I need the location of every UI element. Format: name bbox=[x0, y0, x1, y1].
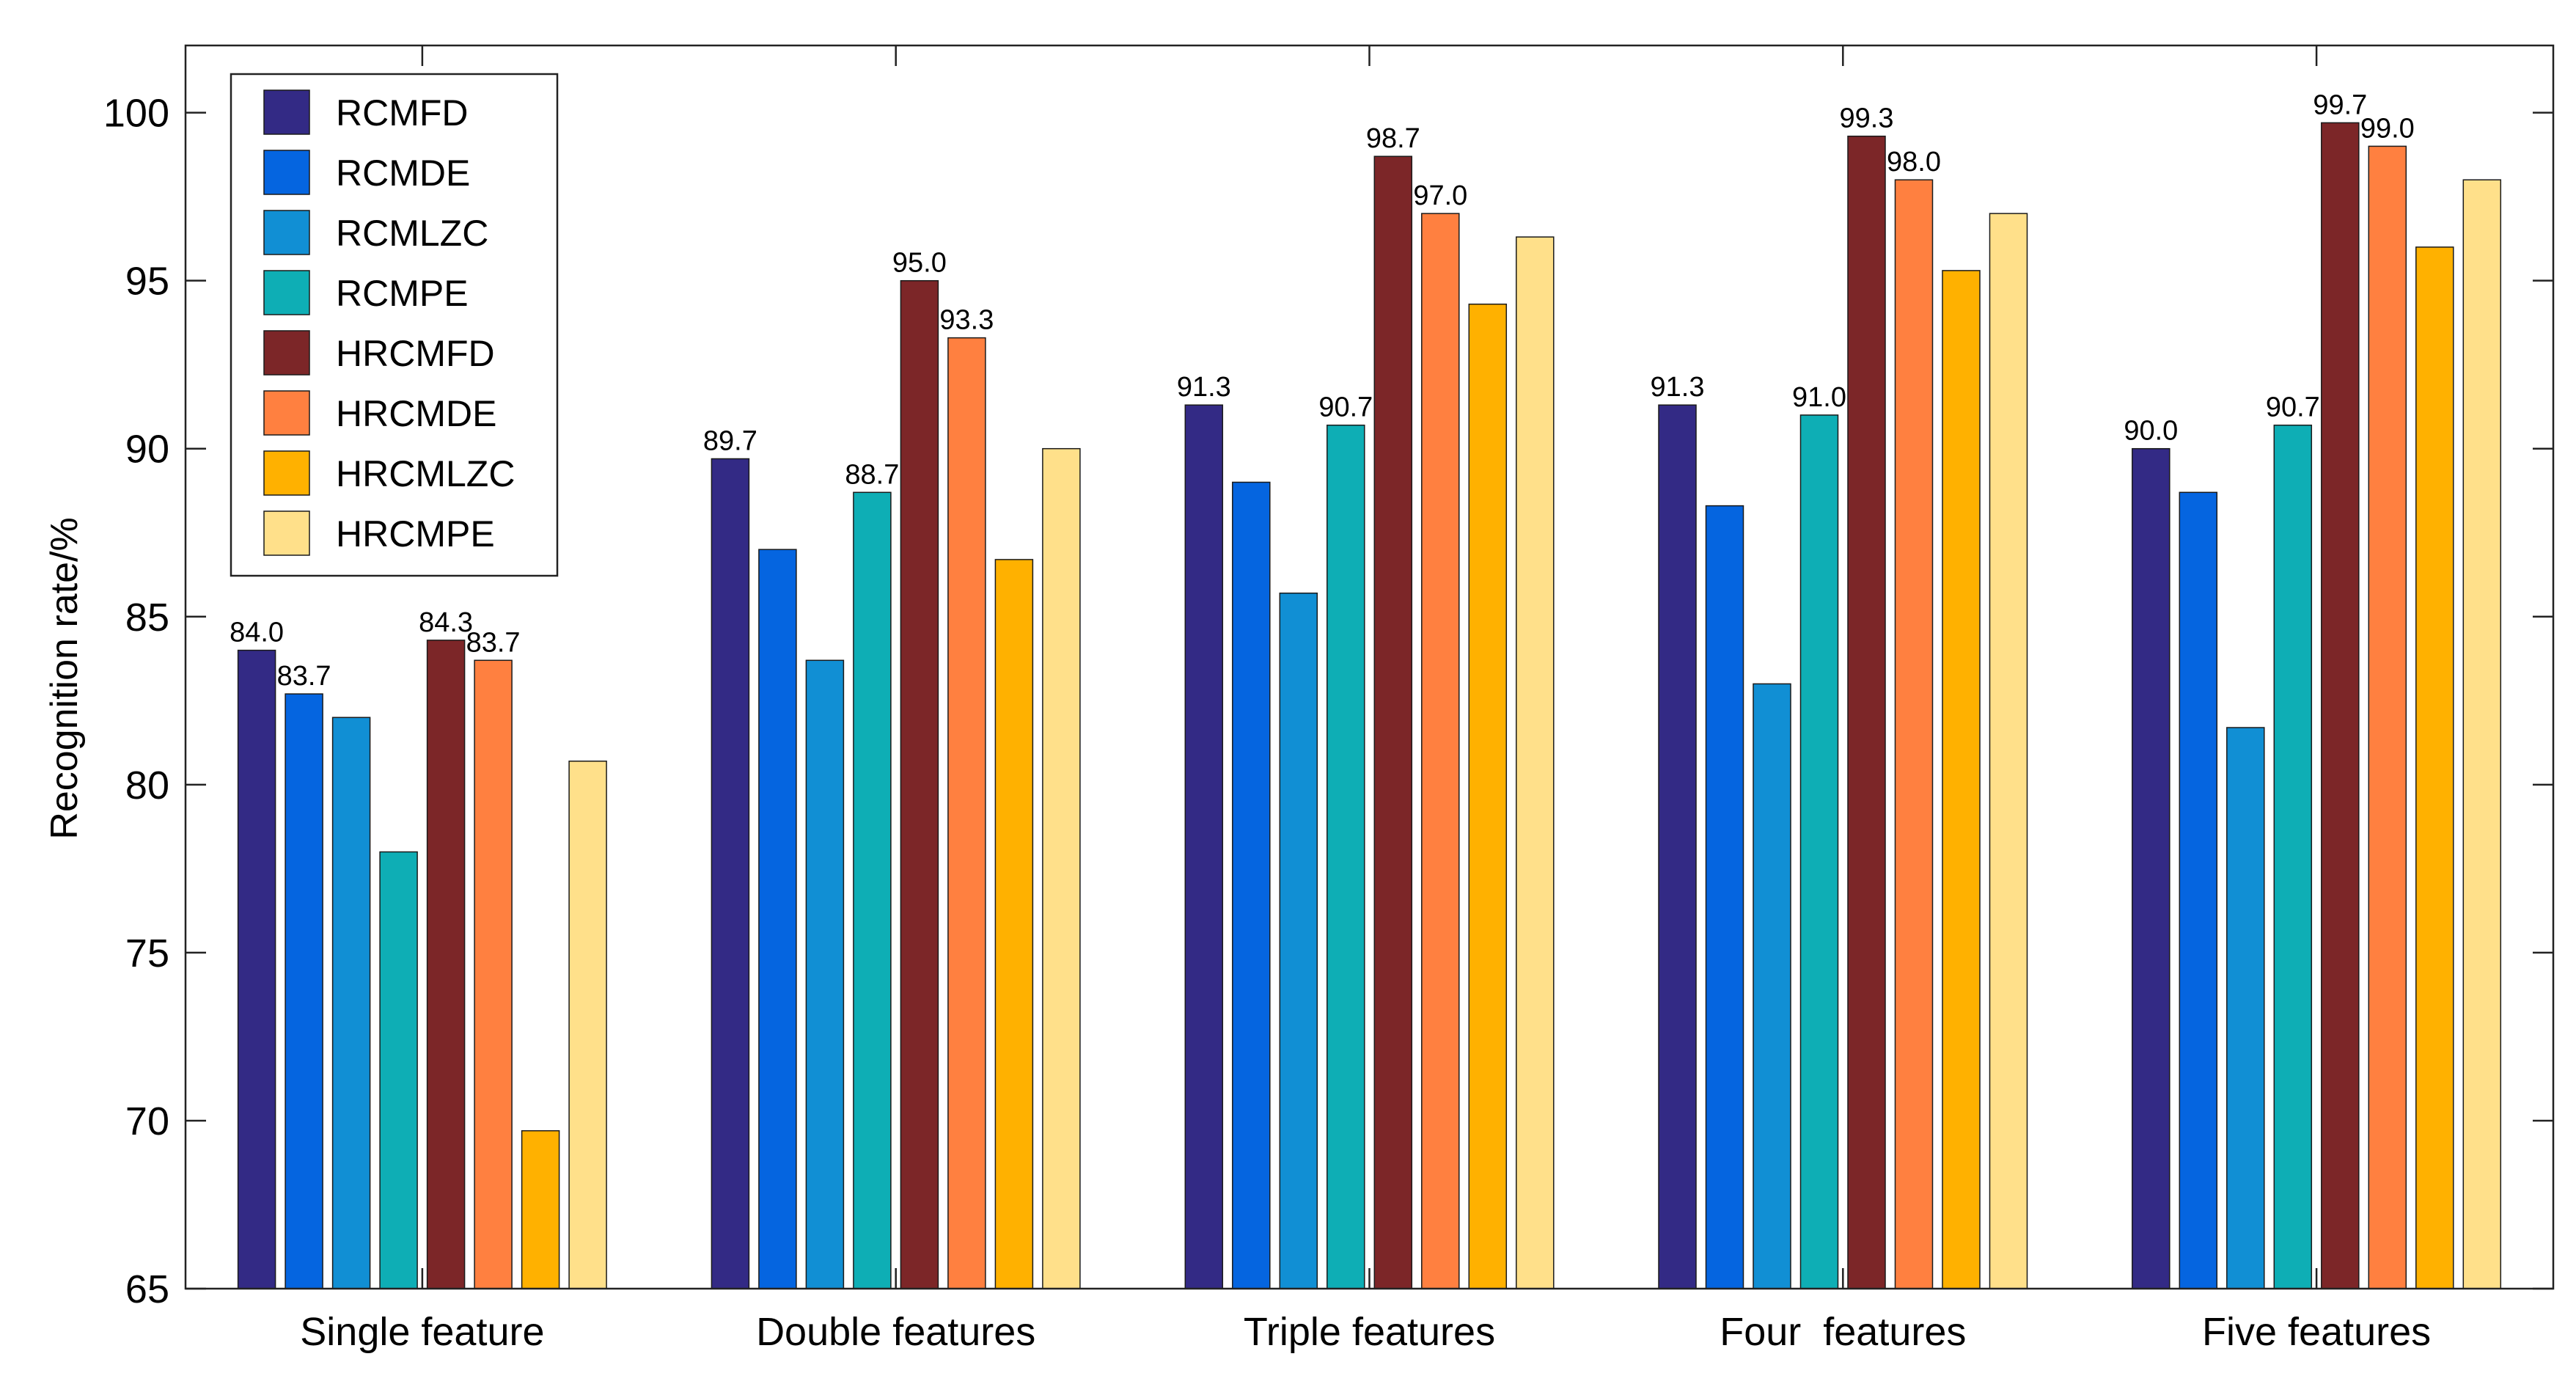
data-label: 99.7 bbox=[2313, 89, 2367, 120]
bar-hrcmpe-3 bbox=[1516, 236, 1555, 1289]
y-tick-label: 95 bbox=[125, 260, 169, 304]
data-label: 98.0 bbox=[1887, 147, 1941, 177]
bar-rcmlzc-3 bbox=[1279, 592, 1318, 1289]
bar-hrcmde-4 bbox=[1894, 179, 1934, 1289]
y-tick-label: 75 bbox=[125, 931, 169, 975]
legend-swatch-hrcmlzc bbox=[263, 450, 310, 496]
data-label: 84.0 bbox=[230, 618, 284, 648]
bar-rcmfd-3 bbox=[1184, 404, 1224, 1289]
legend-swatch-rcmlzc bbox=[263, 210, 310, 255]
x-category-label: Single feature bbox=[300, 1310, 544, 1354]
bar-rcmde-1 bbox=[285, 693, 323, 1289]
bar-hrcmlzc-4 bbox=[1942, 270, 1981, 1289]
legend-label-hrcmlzc: HRCMLZC bbox=[336, 453, 515, 494]
bar-hrcmde-1 bbox=[474, 659, 513, 1289]
data-label: 84.3 bbox=[419, 607, 473, 638]
bar-rcmpe-1 bbox=[379, 851, 418, 1289]
bar-hrcmfd-5 bbox=[2321, 122, 2360, 1289]
data-label: 91.3 bbox=[1651, 372, 1705, 403]
data-label: 93.3 bbox=[939, 305, 994, 336]
data-label: 91.3 bbox=[1177, 372, 1231, 403]
bar-rcmlzc-4 bbox=[1753, 683, 1791, 1289]
bar-hrcmlzc-2 bbox=[994, 559, 1034, 1289]
bar-hrcmde-5 bbox=[2368, 145, 2407, 1289]
legend-box bbox=[230, 73, 559, 577]
bar-rcmpe-4 bbox=[1799, 414, 1839, 1289]
bar-hrcmfd-1 bbox=[426, 640, 466, 1289]
bar-hrcmlzc-3 bbox=[1468, 303, 1508, 1289]
y-tick-label: 80 bbox=[125, 764, 169, 808]
legend-swatch-hrcmde bbox=[263, 390, 310, 436]
data-label: 90.7 bbox=[1318, 392, 1373, 423]
bar-hrcmde-3 bbox=[1421, 213, 1460, 1289]
bar-hrcmfd-2 bbox=[900, 279, 939, 1289]
bar-hrcmpe-1 bbox=[568, 761, 607, 1289]
bar-hrcmpe-4 bbox=[1989, 213, 2028, 1289]
legend-label-hrcmde: HRCMDE bbox=[336, 393, 496, 434]
data-label: 83.7 bbox=[466, 627, 521, 658]
bar-hrcmpe-5 bbox=[2462, 179, 2502, 1289]
y-tick-label: 70 bbox=[125, 1099, 169, 1143]
bar-rcmlzc-5 bbox=[2226, 727, 2265, 1289]
bar-rcmpe-3 bbox=[1326, 424, 1365, 1289]
bar-rcmfd-2 bbox=[711, 458, 750, 1289]
bar-rcmpe-5 bbox=[2273, 424, 2313, 1289]
bar-hrcmpe-2 bbox=[1042, 447, 1081, 1289]
legend-swatch-rcmde bbox=[263, 150, 310, 195]
data-label: 90.0 bbox=[2124, 416, 2178, 447]
data-label: 83.7 bbox=[277, 661, 331, 692]
legend-label-rcmfd: RCMFD bbox=[336, 92, 469, 133]
bar-rcmde-5 bbox=[2179, 491, 2218, 1289]
data-label: 91.0 bbox=[1792, 382, 1846, 413]
bar-rcmde-2 bbox=[758, 549, 797, 1289]
data-label: 99.0 bbox=[2360, 113, 2415, 144]
bar-rcmlzc-2 bbox=[805, 659, 845, 1289]
bar-hrcmlzc-1 bbox=[521, 1129, 560, 1289]
x-category-label: Double features bbox=[756, 1310, 1035, 1354]
y-tick-label: 85 bbox=[125, 596, 169, 640]
legend-label-hrcmfd: HRCMFD bbox=[336, 333, 495, 374]
bar-rcmde-3 bbox=[1232, 481, 1271, 1289]
bar-hrcmfd-3 bbox=[1373, 155, 1413, 1289]
bar-hrcmfd-4 bbox=[1847, 135, 1886, 1289]
y-tick-label: 65 bbox=[125, 1267, 169, 1311]
legend: RCMFD RCMDE RCMLZC RCMPE HRCMFD HRCMDE HRCMLZC… bbox=[230, 73, 559, 577]
bar-rcmlzc-1 bbox=[331, 717, 371, 1289]
y-axis-label: Recognition rate/% bbox=[43, 517, 86, 839]
bar-rcmpe-2 bbox=[853, 491, 892, 1289]
data-label: 99.3 bbox=[1840, 103, 1894, 134]
data-label: 89.7 bbox=[703, 426, 757, 457]
legend-swatch-rcmpe bbox=[263, 270, 310, 315]
legend-swatch-hrcmfd bbox=[263, 330, 310, 376]
axes-layer: 65 70 75 80 85 90 95 100 Single feature Double fe… bbox=[103, 44, 2555, 1354]
legend-label-rcmpe: RCMPE bbox=[336, 273, 469, 314]
data-labels-layer: 84.083.784.383.789.788.795.093.391.390.7… bbox=[230, 89, 2415, 692]
bar-rcmfd-4 bbox=[1658, 404, 1697, 1289]
x-category-label: Triple features bbox=[1244, 1310, 1495, 1354]
data-label: 90.7 bbox=[2266, 392, 2320, 423]
legend-swatch-hrcmpe bbox=[263, 510, 310, 556]
y-tick-label: 90 bbox=[125, 428, 169, 472]
legend-swatch-rcmfd bbox=[263, 89, 310, 135]
data-label: 95.0 bbox=[892, 248, 947, 279]
data-label: 98.7 bbox=[1366, 123, 1420, 154]
bar-hrcmlzc-5 bbox=[2415, 246, 2454, 1289]
legend-label-rcmde: RCMDE bbox=[336, 153, 470, 194]
x-category-label: Five features bbox=[2202, 1310, 2431, 1354]
bar-rcmde-4 bbox=[1705, 505, 1744, 1289]
bar-hrcmde-2 bbox=[947, 337, 986, 1289]
data-label: 88.7 bbox=[845, 459, 899, 490]
bar-rcmfd-5 bbox=[2132, 447, 2170, 1289]
bars-layer bbox=[237, 122, 2502, 1289]
x-category-label: Four features bbox=[1720, 1310, 1966, 1354]
legend-label-rcmlzc: RCMLZC bbox=[336, 213, 488, 254]
data-label: 97.0 bbox=[1413, 180, 1467, 211]
legend-label-hrcmpe: HRCMPE bbox=[336, 513, 495, 554]
y-tick-label: 100 bbox=[103, 92, 169, 136]
bar-rcmfd-1 bbox=[237, 649, 276, 1289]
